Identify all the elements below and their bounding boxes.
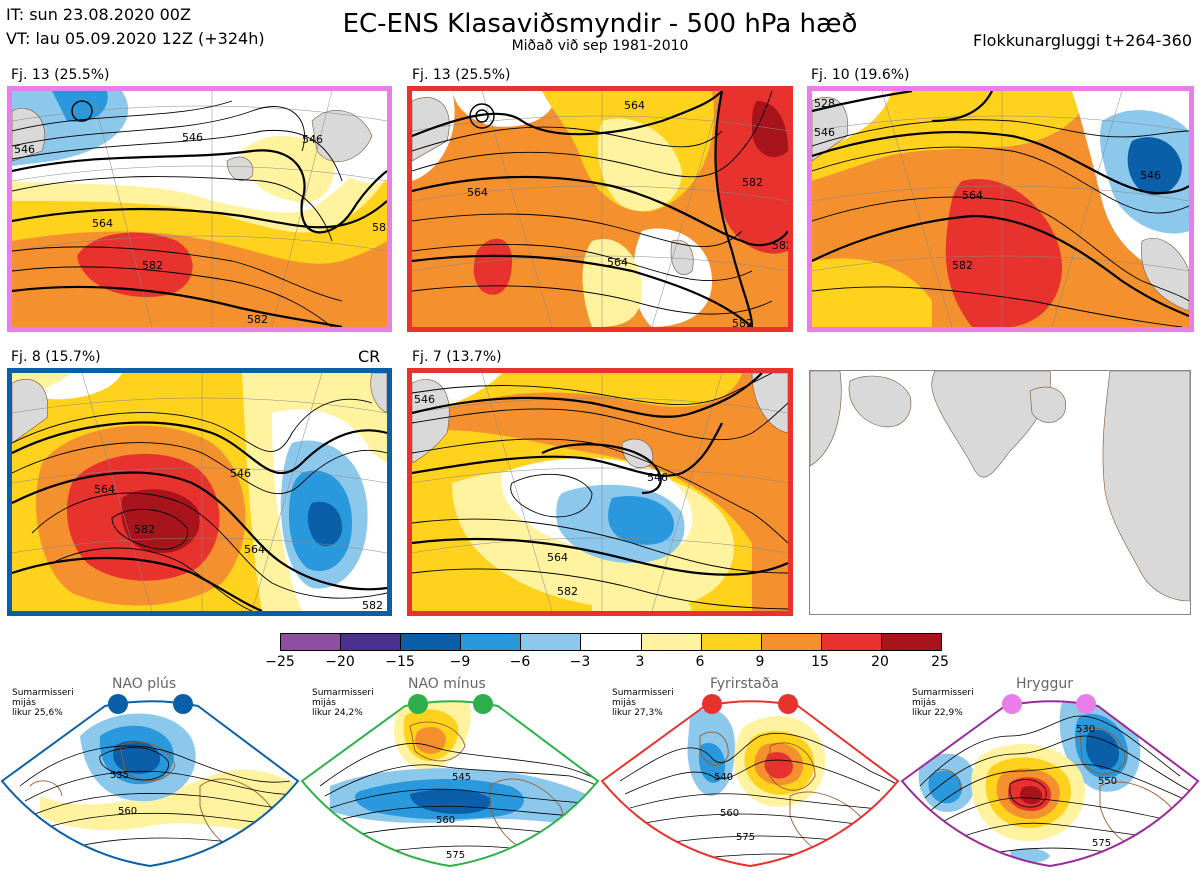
contour-label: 546 xyxy=(302,133,323,146)
contour-label: 582 xyxy=(732,317,753,327)
regime-dot-left xyxy=(408,694,428,714)
colorbar xyxy=(280,633,942,651)
panel-3-label: Fj. 10 (19.6%) xyxy=(811,67,910,83)
regime-dot-right xyxy=(1076,694,1096,714)
regime-nao-plus: 535 560 NAO plús Sumarmisseri mijás liku… xyxy=(0,676,300,871)
contour-label: 535 xyxy=(110,770,129,781)
regime-info: Sumarmisseri mijás likur 24,2% xyxy=(312,688,374,718)
contour-label: 546 xyxy=(1140,169,1161,182)
panel-4-label: Fj. 8 (15.7%) xyxy=(11,349,101,365)
contour-label: 564 xyxy=(547,551,568,564)
contour-label: 546 xyxy=(14,143,35,156)
contour-label: 582 xyxy=(134,523,155,536)
colorbar-tick: 6 xyxy=(695,654,705,670)
colorbar-segment xyxy=(581,634,642,650)
contour-label: 575 xyxy=(446,850,465,861)
contour-label: 564 xyxy=(244,543,265,556)
colorbar-segment xyxy=(341,634,402,650)
contour-label: 550 xyxy=(1098,776,1117,787)
contour-label: 530 xyxy=(1076,724,1095,735)
valid-time: VT: lau 05.09.2020 12Z (+324h) xyxy=(6,29,265,48)
contour-label: 582 xyxy=(362,599,383,611)
regime-info: Sumarmisseri mijás likur 25,6% xyxy=(12,688,74,718)
contour-label: 582 xyxy=(142,259,163,272)
contour-label: 575 xyxy=(1092,838,1111,849)
colorbar-tick: 15 xyxy=(811,654,829,670)
contour-label: 560 xyxy=(118,806,137,817)
contour-label: 575 xyxy=(736,832,755,843)
colorbar-segment xyxy=(881,634,942,650)
regime-info: Sumarmisseri mijás likur 27,3% xyxy=(612,688,674,718)
contour-label: 545 xyxy=(452,772,471,783)
contour-label: 582 xyxy=(557,585,578,598)
contour-label: 582 xyxy=(772,239,788,252)
contour-label: 528 xyxy=(814,97,835,110)
empty-map-panel xyxy=(809,370,1191,615)
contour-label: 564 xyxy=(92,217,113,230)
classification-window: Flokkunargluggi t+264-360 xyxy=(973,31,1192,50)
contour-label: 564 xyxy=(962,189,983,202)
colorbar-segment xyxy=(701,634,762,650)
contour-label: 582 xyxy=(372,221,387,234)
contour-label: 546 xyxy=(230,467,251,480)
colorbar-segment xyxy=(821,634,882,650)
colorbar-segment xyxy=(401,634,462,650)
colorbar-segment xyxy=(461,634,522,650)
contour-label: 582 xyxy=(952,259,973,272)
colorbar-tick: 25 xyxy=(931,654,949,670)
contour-label: 564 xyxy=(607,256,628,269)
regime-ridge: 530 550 575 Hryggur Sumarmisseri mijás l… xyxy=(900,676,1200,871)
contour-label: 546 xyxy=(414,393,435,406)
panel-1-label: Fj. 13 (25.5%) xyxy=(11,67,110,83)
cr-tag: CR xyxy=(358,347,381,366)
regime-dot-left xyxy=(702,694,722,714)
regime-dot-left xyxy=(108,694,128,714)
subtitle: Miðað við sep 1981-2010 xyxy=(511,38,689,54)
contour-label: 564 xyxy=(467,186,488,199)
contour-label: 560 xyxy=(436,815,455,826)
panel-2-label: Fj. 13 (25.5%) xyxy=(412,67,511,83)
contour-label: 546 xyxy=(814,126,835,139)
cluster-map-1: 546 546 546 564 582 582 582 xyxy=(7,86,392,332)
regime-info: Sumarmisseri mijás likur 22,9% xyxy=(912,688,974,718)
regime-dot-right xyxy=(473,694,493,714)
regime-dot-left xyxy=(1002,694,1022,714)
initial-time: IT: sun 23.08.2020 00Z xyxy=(6,5,191,24)
colorbar-tick: −20 xyxy=(325,654,355,670)
regime-title: Fyrirstaða xyxy=(710,676,779,692)
regime-dot-right xyxy=(173,694,193,714)
colorbar-segment xyxy=(761,634,822,650)
contour-label: 582 xyxy=(742,176,763,189)
colorbar-tick: −6 xyxy=(509,654,531,670)
colorbar-tick: −9 xyxy=(449,654,471,670)
cluster-map-5: 546 546 564 582 xyxy=(407,368,793,616)
regime-title: Hryggur xyxy=(1016,676,1073,692)
contour-label: 546 xyxy=(647,471,668,484)
colorbar-tick: 3 xyxy=(635,654,645,670)
cluster-map-3: 528 546 546 564 582 xyxy=(807,86,1194,332)
contour-label: 546 xyxy=(182,131,203,144)
colorbar-tick: 9 xyxy=(755,654,765,670)
colorbar-tick: −25 xyxy=(265,654,295,670)
colorbar-tick: −3 xyxy=(569,654,591,670)
regime-blocking: 540 560 575 Fyrirstaða Sumarmisseri mijá… xyxy=(600,676,900,871)
cluster-map-4: 546 564 564 582 582 xyxy=(7,368,392,616)
regime-nao-minus: 545 560 575 NAO mínus Sumarmisseri mijás… xyxy=(300,676,600,871)
contour-label: 582 xyxy=(247,313,268,326)
colorbar-segment xyxy=(281,634,342,650)
regime-title: NAO plús xyxy=(112,676,177,692)
contour-label: 560 xyxy=(720,808,739,819)
contour-label: 564 xyxy=(94,483,115,496)
regime-dot-right xyxy=(778,694,798,714)
main-title: EC-ENS Klasaviðsmyndir - 500 hPa hæð xyxy=(342,9,858,39)
panel-5-label: Fj. 7 (13.7%) xyxy=(412,349,502,365)
contour-label: 564 xyxy=(624,99,645,112)
cluster-map-2: 564 564 564 582 582 582 xyxy=(407,86,793,332)
colorbar-segment xyxy=(521,634,582,650)
colorbar-tick: 20 xyxy=(871,654,889,670)
colorbar-tick: −15 xyxy=(385,654,415,670)
contour-label: 540 xyxy=(714,772,733,783)
colorbar-segment xyxy=(641,634,702,650)
regime-title: NAO mínus xyxy=(408,676,486,692)
